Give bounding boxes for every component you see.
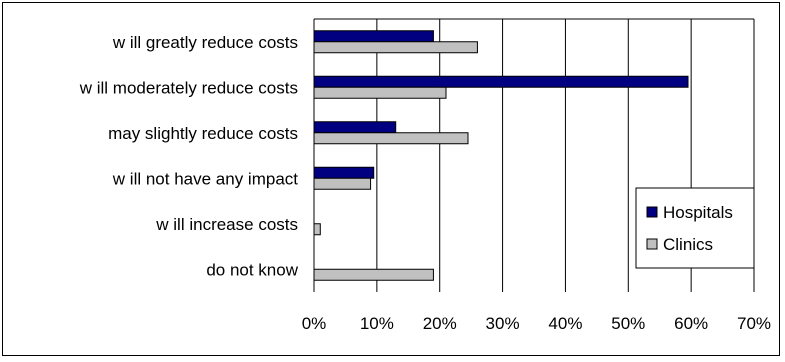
bar-hospitals-0 xyxy=(313,30,434,43)
x-tick-label: 20% xyxy=(423,314,457,333)
x-tick-label: 60% xyxy=(674,314,708,333)
x-tick-labels: 0% 10% 20% 30% 40% 50% 60% 70% xyxy=(302,314,771,333)
category-label: w ill not have any impact xyxy=(112,169,298,188)
bar-hospitals-3 xyxy=(313,166,375,179)
bar-clinics-4 xyxy=(313,223,321,236)
bar-clinics-3 xyxy=(313,177,372,190)
category-labels: w ill greatly reduce costs w ill moderate… xyxy=(79,33,299,280)
bars xyxy=(313,30,689,281)
x-tick-label: 70% xyxy=(737,314,771,333)
legend-box xyxy=(635,187,755,269)
x-tick-label: 50% xyxy=(611,314,645,333)
legend-swatch-clinics xyxy=(646,238,658,250)
x-tick-label: 30% xyxy=(486,314,520,333)
category-label: w ill moderately reduce costs xyxy=(79,78,298,97)
bar-hospitals-1 xyxy=(313,75,689,88)
x-tick-label: 40% xyxy=(548,314,582,333)
bar-clinics-5 xyxy=(313,268,434,281)
category-label: w ill increase costs xyxy=(155,215,298,234)
category-label: do not know xyxy=(206,260,298,279)
legend-label-hospitals: Hospitals xyxy=(663,203,733,222)
x-tick-label: 0% xyxy=(302,314,327,333)
category-label: w ill greatly reduce costs xyxy=(112,33,298,52)
bar-clinics-1 xyxy=(313,86,447,99)
legend: Hospitals Clinics xyxy=(635,187,755,269)
legend-label-clinics: Clinics xyxy=(663,235,713,254)
category-label: may slightly reduce costs xyxy=(108,124,298,143)
bar-clinics-2 xyxy=(313,132,469,145)
bar-clinics-0 xyxy=(313,41,478,54)
bar-hospitals-2 xyxy=(313,121,397,134)
chart-frame xyxy=(2,2,780,356)
legend-swatch-hospitals xyxy=(646,206,658,218)
x-tick-label: 10% xyxy=(360,314,394,333)
